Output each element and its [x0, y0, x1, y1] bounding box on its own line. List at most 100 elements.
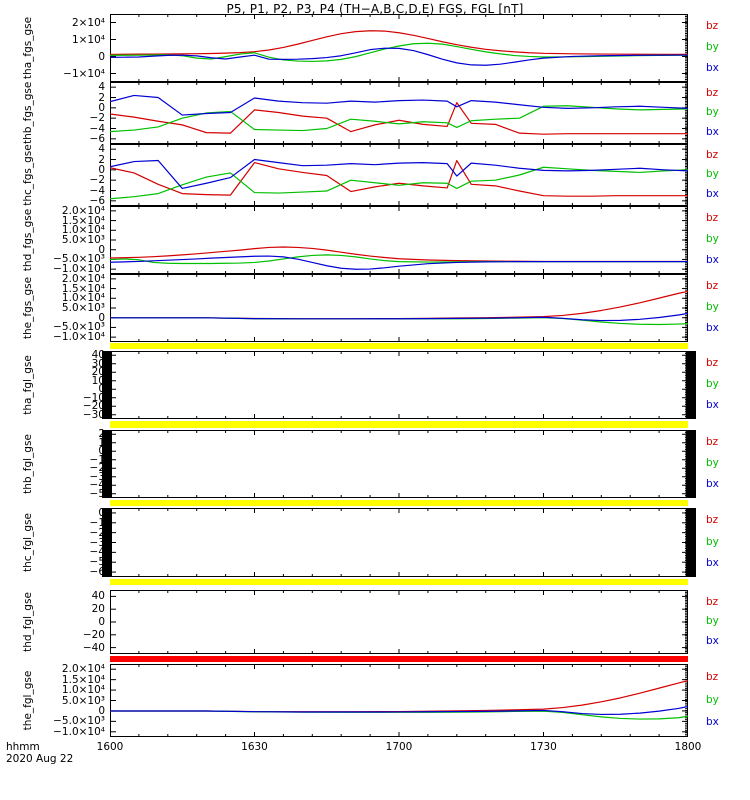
y-tick-label: −6	[89, 132, 105, 145]
y-tick-label: −1.0×10⁴	[53, 331, 105, 344]
y-tick-label: 0	[98, 383, 105, 396]
panel-tha_fgl_gse[interactable]	[110, 351, 688, 419]
y-tick-label: −5.0×10³	[53, 253, 105, 266]
panel-thb_fgs_gse[interactable]	[110, 82, 688, 144]
legend-by-tha_fgl_gse: by	[706, 378, 719, 391]
y-tick-label: −3	[89, 470, 105, 483]
y-tick-label: −30	[82, 408, 105, 421]
y-tick-label: 0	[98, 243, 105, 256]
no-data-marker-left-tha_fgl_gse	[102, 351, 112, 419]
axis-ticks	[110, 590, 688, 654]
legend-by-thd_fgl_gse: by	[706, 615, 719, 628]
y-tick-label: −2	[89, 174, 105, 187]
y-tick-label: −5.0×10³	[53, 715, 105, 728]
y-tick-label: −4	[89, 546, 105, 559]
y-axis-title-thc_fgl_gse: thc_fgl_gse	[22, 513, 34, 572]
axis-ticks	[110, 430, 688, 498]
x-tick-label: 1800	[674, 741, 702, 753]
y-tick-label: 40	[91, 590, 105, 603]
x-tick-label: 1730	[530, 741, 557, 753]
panel-tha_fgs_gse[interactable]	[110, 14, 688, 82]
legend-bz-the_fgl_gse: bz	[706, 671, 719, 684]
axis-ticks	[110, 144, 688, 206]
legend-bx-thd_fgl_gse: bx	[706, 635, 719, 648]
plot-title: P5, P1, P2, P3, P4 (TH−A,B,C,D,E) FGS, F…	[226, 2, 524, 16]
y-tick-label: −5	[89, 556, 105, 569]
y-tick-label: 0	[98, 445, 105, 458]
y-tick-label: 2	[98, 91, 105, 104]
y-tick-label: 1.0×10⁴	[61, 292, 105, 305]
series-curves-tha_fgs_gse	[110, 30, 688, 66]
panel-the_fgl_gse[interactable]	[110, 664, 688, 737]
legend-by-thc_fgs_gse: by	[706, 168, 719, 181]
y-tick-label: 0	[98, 704, 105, 717]
y-tick-label: 30	[91, 357, 105, 370]
y-tick-label: −6	[89, 194, 105, 207]
y-tick-label: −3	[89, 536, 105, 549]
y-tick-label: 1.5×10⁴	[61, 214, 105, 227]
y-tick-label: −2	[89, 462, 105, 475]
y-tick-label: −1.0×10⁴	[53, 263, 105, 276]
legend-bx-thc_fgs_gse: bx	[706, 187, 719, 200]
no-data-marker-right-tha_fgl_gse	[686, 351, 696, 419]
no-data-marker-left-thc_fgl_gse	[102, 508, 112, 577]
y-axis-title-thd_fgs_gse: thd_fgs_gse	[22, 208, 34, 272]
y-tick-label: −1	[89, 516, 105, 529]
y-tick-label: 2.0×10⁴	[61, 272, 105, 285]
y-tick-label: −1.0×10⁴	[53, 725, 105, 738]
y-tick-label: 5.0×10³	[61, 694, 105, 707]
axis-ticks	[110, 508, 688, 577]
y-tick-labels-thc_fgs_gse: 4 2 0 −2 −4 −6	[50, 143, 108, 207]
panel-frame	[110, 206, 688, 274]
y-tick-label: −2	[89, 112, 105, 125]
data-quality-flag-band-the_fgl_gse	[110, 656, 688, 662]
legend-bx-the_fgl_gse: bx	[706, 716, 719, 729]
y-tick-label: 0	[98, 506, 105, 519]
legend-bz-the_fgs_gse: bz	[706, 280, 719, 293]
legend-bx-tha_fgl_gse: bx	[706, 399, 719, 412]
y-tick-label: −4	[89, 122, 105, 135]
y-tick-label: 0	[98, 101, 105, 114]
data-quality-flag-band-thc_fgl_gse	[110, 579, 688, 585]
legend-by-tha_fgs_gse: by	[706, 41, 719, 54]
legend-bz-thb_fgs_gse: bz	[706, 87, 719, 100]
y-axis-title-the_fgs_gse: the_fgs_gse	[22, 276, 34, 340]
y-tick-label: −1×10⁴	[63, 67, 105, 80]
axis-ticks	[110, 664, 688, 737]
y-tick-label: 0	[98, 163, 105, 176]
y-axis-title-tha_fgl_gse: tha_fgl_gse	[22, 355, 34, 415]
series-curves-thd_fgs_gse	[110, 246, 688, 270]
x-tick-label: 1700	[385, 741, 413, 753]
panel-thc_fgs_gse[interactable]	[110, 144, 688, 206]
series-curves-thb_fgs_gse	[110, 94, 688, 135]
legend-bx-thb_fgl_gse: bx	[706, 478, 719, 491]
y-tick-labels-thd_fgs_gse: 2.0×10⁴ 1.5×10⁴ 1.0×10⁴ 5.0×10³ 0 −5.0×10³ −1.…	[50, 204, 108, 276]
y-axis-title-thb_fgl_gse: thb_fgl_gse	[22, 434, 34, 494]
y-tick-label: −4	[89, 479, 105, 492]
y-tick-label: 20	[91, 603, 105, 616]
y-tick-label: 0	[98, 50, 105, 63]
panel-the_fgs_gse[interactable]	[110, 274, 688, 342]
y-tick-label: 40	[91, 349, 105, 362]
y-tick-label: −10	[82, 391, 105, 404]
panel-thb_fgl_gse[interactable]	[110, 430, 688, 498]
data-quality-flag-band-thb_fgl_gse	[110, 422, 688, 428]
y-tick-label: 1.0×10⁴	[61, 684, 105, 697]
panel-frame	[110, 508, 688, 577]
y-tick-label: 1×10⁴	[71, 33, 105, 46]
legend-bz-thc_fgl_gse: bz	[706, 514, 719, 527]
panel-thc_fgl_gse[interactable]	[110, 508, 688, 577]
x-tick-label: 1630	[241, 741, 268, 753]
y-tick-label: 2.0×10⁴	[61, 204, 105, 217]
legend-bx-thc_fgl_gse: bx	[706, 557, 719, 570]
panel-thd_fgs_gse[interactable]	[110, 206, 688, 274]
panel-thd_fgl_gse[interactable]	[110, 590, 688, 654]
legend-bx-thb_fgs_gse: bx	[706, 125, 719, 138]
legend-by-the_fgs_gse: by	[706, 301, 719, 314]
series-curves-the_fgs_gse	[110, 290, 688, 326]
legend-bx-the_fgs_gse: bx	[706, 322, 719, 335]
series-curves-thc_fgs_gse	[110, 158, 688, 200]
legend-bz-thd_fgs_gse: bz	[706, 212, 719, 225]
y-tick-label: −4	[89, 184, 105, 197]
x-tick-label: 1600	[96, 741, 124, 753]
